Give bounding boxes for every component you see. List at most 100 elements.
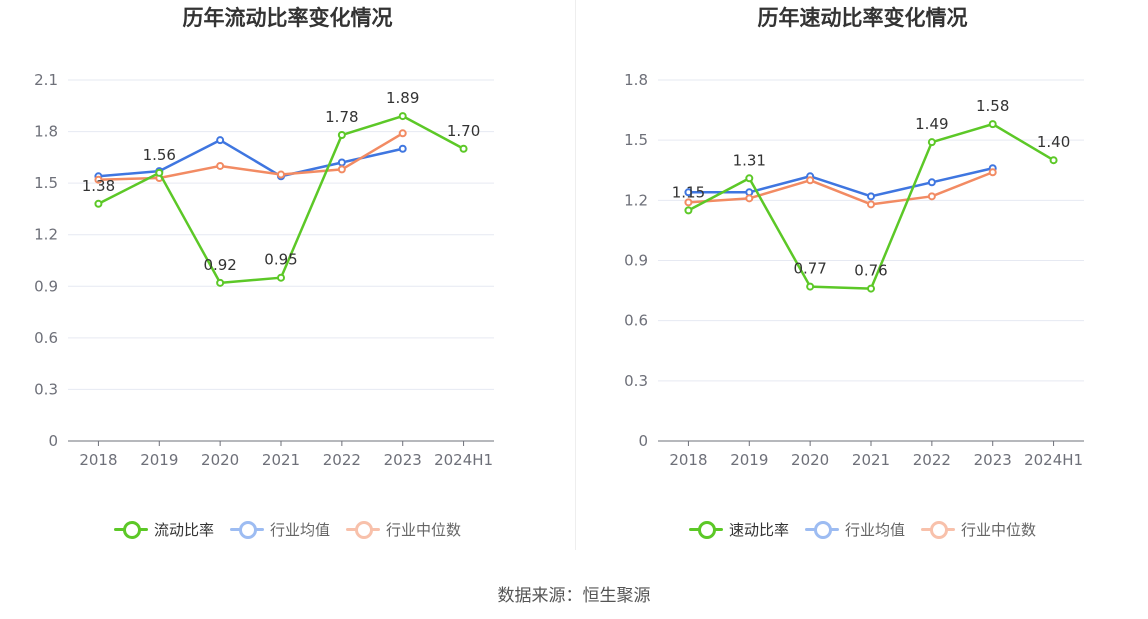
data-label: 0.76 xyxy=(854,262,887,280)
x-tick-label: 2024H1 xyxy=(434,451,493,469)
data-label: 1.70 xyxy=(447,122,480,140)
data-label: 0.92 xyxy=(203,256,236,274)
y-tick-label: 0.9 xyxy=(34,277,58,295)
legend-item-industry-average[interactable]: 行业均值 xyxy=(804,518,905,540)
data-label: 1.58 xyxy=(976,97,1009,115)
y-tick-label: 0.3 xyxy=(34,380,58,398)
data-point xyxy=(927,178,936,187)
data-point xyxy=(216,278,225,287)
data-point xyxy=(398,144,407,153)
data-point xyxy=(459,144,468,153)
y-tick-label: 1.5 xyxy=(624,131,648,149)
data-point xyxy=(684,188,693,197)
data-point xyxy=(1049,156,1058,165)
x-tick-label: 2023 xyxy=(384,451,422,469)
data-point xyxy=(398,112,407,121)
data-label: 1.78 xyxy=(325,108,358,126)
data-point xyxy=(216,161,225,170)
data-point xyxy=(745,194,754,203)
data-point xyxy=(277,170,285,179)
x-tick-label: 2019 xyxy=(140,451,178,469)
y-tick-label: 0.6 xyxy=(34,329,58,347)
y-tick-label: 1.8 xyxy=(34,123,58,141)
x-tick-label: 2023 xyxy=(974,451,1012,469)
data-point xyxy=(216,136,225,145)
legend-item-quick-ratio[interactable]: 速动比率 xyxy=(688,518,789,540)
y-tick-label: 0.6 xyxy=(624,312,648,330)
data-label: 1.15 xyxy=(672,183,705,201)
data-point xyxy=(155,168,164,177)
legend-label: 行业中位数 xyxy=(386,520,462,539)
y-tick-label: 0 xyxy=(48,432,58,450)
series-line xyxy=(98,138,403,178)
data-label: 1.56 xyxy=(143,146,176,164)
data-point xyxy=(94,199,103,208)
data-label: 0.77 xyxy=(793,260,826,278)
data-point xyxy=(927,192,936,201)
x-tick-label: 2020 xyxy=(791,451,829,469)
x-tick-label: 2020 xyxy=(201,451,239,469)
legend-marker-icon xyxy=(921,518,955,540)
legend-label: 行业均值 xyxy=(269,520,330,539)
data-point xyxy=(988,120,997,129)
data-point xyxy=(684,198,693,207)
data-label: 1.38 xyxy=(82,177,115,195)
data-point xyxy=(927,138,936,147)
y-tick-label: 0 xyxy=(638,432,648,450)
y-tick-label: 1.5 xyxy=(34,174,58,192)
y-tick-label: 1.2 xyxy=(624,191,648,209)
series-line xyxy=(688,167,993,198)
chart-legend: 流动比率 行业均值 行业中位数 xyxy=(0,518,575,540)
quick-ratio-chart: 0 0.3 0.6 0.9 1.2 1.5 1.8 2018 2019 2020 2021 2022 2… xyxy=(624,71,1084,469)
data-point xyxy=(684,206,693,215)
legend-marker-icon xyxy=(688,518,723,540)
current-ratio-chart-panel: 历年流动比率变化情况 0 0.3 0.6 0.9 1.2 1.5 1.8 2.1 2018 201… xyxy=(0,0,575,560)
legend-label: 流动比率 xyxy=(153,520,214,539)
legend-marker-icon xyxy=(346,518,380,540)
data-label: 1.49 xyxy=(915,115,948,133)
data-source-note: 数据来源：恒生聚源 xyxy=(497,586,651,606)
legend-marker-icon xyxy=(229,518,264,540)
data-point xyxy=(867,192,875,201)
legend-marker-icon xyxy=(113,518,148,540)
x-tick-label: 2022 xyxy=(913,451,951,469)
x-tick-label: 2018 xyxy=(79,451,117,469)
data-point xyxy=(806,282,815,291)
data-point xyxy=(337,158,346,167)
legend-label: 行业均值 xyxy=(844,520,905,539)
legend-item-industry-median[interactable]: 行业中位数 xyxy=(921,518,1036,540)
chart-title: 历年速动比率变化情况 xyxy=(757,6,968,30)
data-label: 0.95 xyxy=(264,251,297,269)
x-tick-label: 2019 xyxy=(730,451,768,469)
chart-legend: 速动比率 行业均值 行业中位数 xyxy=(577,518,1148,540)
legend-item-industry-median[interactable]: 行业中位数 xyxy=(346,518,461,540)
quick-ratio-chart-panel: 历年速动比率变化情况 0 0.3 0.6 0.9 1.2 1.5 1.8 2018 2019 20… xyxy=(577,0,1148,560)
data-point xyxy=(337,131,346,140)
data-point xyxy=(806,176,815,185)
legend-label: 速动比率 xyxy=(728,520,789,539)
y-tick-label: 1.8 xyxy=(624,71,648,89)
x-tick-label: 2021 xyxy=(262,451,300,469)
chart-title: 历年流动比率变化情况 xyxy=(182,6,393,30)
data-point xyxy=(398,129,407,138)
current-ratio-chart: 0 0.3 0.6 0.9 1.2 1.5 1.8 2.1 2018 2019 2020 2021 20… xyxy=(34,71,494,469)
series-line xyxy=(688,171,994,206)
data-label: 1.31 xyxy=(733,151,766,169)
data-point xyxy=(988,168,997,177)
legend-label: 行业中位数 xyxy=(961,520,1037,539)
data-label: 1.40 xyxy=(1037,133,1070,151)
data-label: 1.89 xyxy=(386,89,419,107)
data-point xyxy=(337,165,346,174)
data-point xyxy=(277,273,285,282)
legend-marker-icon xyxy=(804,518,839,540)
legend-item-current-ratio[interactable]: 流动比率 xyxy=(113,518,214,540)
data-point xyxy=(745,174,754,183)
y-tick-label: 2.1 xyxy=(34,71,58,89)
x-tick-label: 2021 xyxy=(852,451,890,469)
data-point xyxy=(867,200,875,209)
x-tick-label: 2024H1 xyxy=(1024,451,1083,469)
y-tick-label: 0.3 xyxy=(624,372,648,390)
data-point xyxy=(94,175,103,184)
x-tick-label: 2018 xyxy=(669,451,707,469)
legend-item-industry-average[interactable]: 行业均值 xyxy=(229,518,330,540)
